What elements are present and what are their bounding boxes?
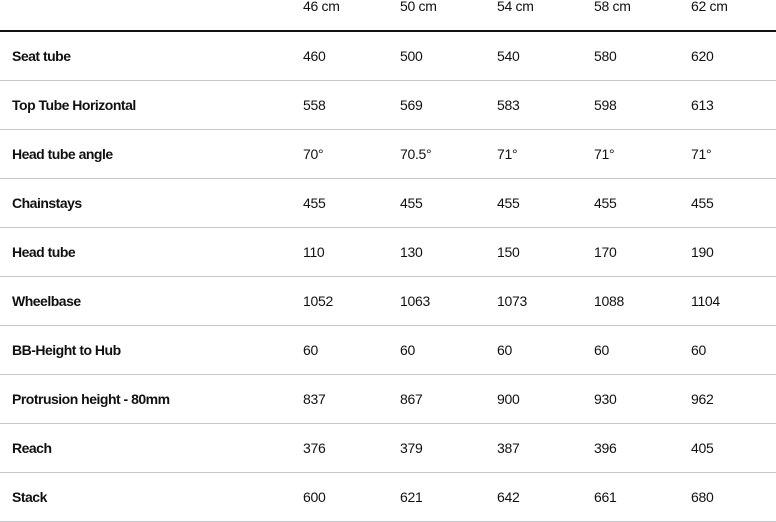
- table-cell: 460: [303, 48, 326, 64]
- row-label: Reach: [12, 440, 52, 456]
- table-row: Seat tube 460 500 540 580 620: [0, 32, 776, 81]
- row-label: Top Tube Horizontal: [12, 97, 136, 113]
- column-header: 62 cm: [691, 0, 728, 14]
- table-row: Chainstays 455 455 455 455 455: [0, 179, 776, 228]
- table-cell: 71°: [497, 146, 518, 162]
- table-cell: 71°: [594, 146, 615, 162]
- row-label: Head tube angle: [12, 146, 113, 162]
- table-cell: 60: [497, 342, 512, 358]
- table-cell: 1104: [691, 293, 720, 309]
- table-row: Top Tube Horizontal 558 569 583 598 613: [0, 81, 776, 130]
- table-cell: 600: [303, 489, 326, 505]
- table-cell: 598: [594, 97, 617, 113]
- table-cell: 837: [303, 391, 326, 407]
- table-cell: 170: [594, 244, 617, 260]
- table-row: Head tube 110 130 150 170 190: [0, 228, 776, 277]
- table-cell: 900: [497, 391, 520, 407]
- table-cell: 455: [594, 195, 617, 211]
- row-label: Protrusion height - 80mm: [12, 391, 170, 407]
- table-cell: 569: [400, 97, 423, 113]
- table-cell: 661: [594, 489, 617, 505]
- table-cell: 150: [497, 244, 520, 260]
- table-cell: 71°: [691, 146, 712, 162]
- column-header: 54 cm: [497, 0, 534, 14]
- table-cell: 455: [691, 195, 714, 211]
- table-row: Stack 600 621 642 661 680: [0, 473, 776, 522]
- row-label: Head tube: [12, 244, 76, 260]
- table-header: 46 cm 50 cm 54 cm 58 cm 62 cm: [0, 0, 776, 32]
- row-label: Seat tube: [12, 48, 71, 64]
- table-row: Wheelbase 1052 1063 1073 1088 1104: [0, 277, 776, 326]
- table-row: BB-Height to Hub 60 60 60 60 60: [0, 326, 776, 375]
- column-header: 58 cm: [594, 0, 631, 14]
- table-cell: 1052: [303, 293, 333, 309]
- row-label: Wheelbase: [12, 293, 81, 309]
- column-header: 50 cm: [400, 0, 437, 14]
- column-header: 46 cm: [303, 0, 340, 14]
- row-label: Stack: [12, 489, 47, 505]
- table-cell: 110: [303, 244, 325, 260]
- table-cell: 70°: [303, 146, 324, 162]
- table-cell: 500: [400, 48, 423, 64]
- table-cell: 583: [497, 97, 520, 113]
- table-cell: 60: [400, 342, 415, 358]
- table-cell: 620: [691, 48, 714, 64]
- table-cell: 60: [303, 342, 318, 358]
- table-cell: 405: [691, 440, 714, 456]
- table-cell: 396: [594, 440, 617, 456]
- table-cell: 455: [303, 195, 326, 211]
- table-cell: 455: [400, 195, 423, 211]
- table-cell: 1073: [497, 293, 527, 309]
- table-cell: 70.5°: [400, 146, 432, 162]
- table-cell: 379: [400, 440, 423, 456]
- table-cell: 558: [303, 97, 326, 113]
- table-row: Reach 376 379 387 396 405: [0, 424, 776, 473]
- table-cell: 930: [594, 391, 617, 407]
- table-row: Protrusion height - 80mm 837 867 900 930 962: [0, 375, 776, 424]
- table-cell: 60: [691, 342, 706, 358]
- table-cell: 621: [400, 489, 423, 505]
- table-cell: 455: [497, 195, 520, 211]
- row-label: BB-Height to Hub: [12, 342, 121, 358]
- table-cell: 60: [594, 342, 609, 358]
- row-label: Chainstays: [12, 195, 82, 211]
- table-cell: 190: [691, 244, 714, 260]
- table-cell: 580: [594, 48, 617, 64]
- table-cell: 376: [303, 440, 326, 456]
- table-cell: 642: [497, 489, 520, 505]
- table-cell: 1063: [400, 293, 430, 309]
- table-cell: 130: [400, 244, 423, 260]
- table-cell: 680: [691, 489, 714, 505]
- table-cell: 867: [400, 391, 423, 407]
- table-cell: 962: [691, 391, 714, 407]
- table-cell: 1088: [594, 293, 624, 309]
- table-row: Head tube angle 70° 70.5° 71° 71° 71°: [0, 130, 776, 179]
- table-cell: 387: [497, 440, 520, 456]
- table-cell: 540: [497, 48, 520, 64]
- table-cell: 613: [691, 97, 714, 113]
